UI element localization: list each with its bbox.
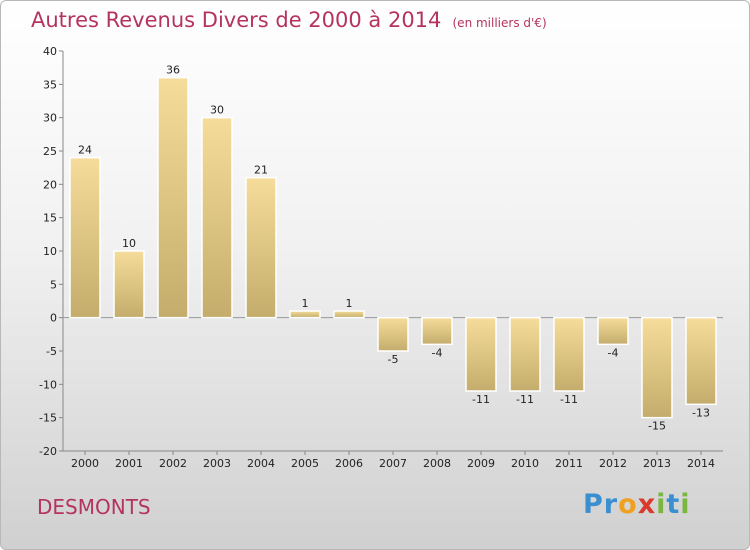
data-label: 1 bbox=[346, 297, 353, 310]
y-tick-label: 25 bbox=[43, 145, 57, 158]
data-label: 10 bbox=[122, 237, 136, 250]
logo-letter: t bbox=[666, 489, 681, 520]
data-label: 24 bbox=[78, 144, 92, 157]
y-tick-label: 0 bbox=[50, 312, 57, 325]
bar bbox=[509, 316, 541, 392]
town-name: DESMONTS bbox=[37, 495, 151, 519]
y-tick-label: 5 bbox=[50, 278, 57, 291]
bar bbox=[421, 316, 453, 346]
y-tick-label: 35 bbox=[43, 78, 57, 91]
x-tick-label: 2009 bbox=[467, 457, 495, 470]
bar bbox=[641, 316, 673, 419]
x-tick-label: 2008 bbox=[423, 457, 451, 470]
y-tick-label: -15 bbox=[39, 412, 57, 425]
logo-letter: o bbox=[618, 489, 638, 520]
bar bbox=[69, 156, 101, 319]
data-label: 1 bbox=[302, 297, 309, 310]
bar bbox=[201, 116, 233, 319]
y-tick-label: 10 bbox=[43, 245, 57, 258]
bar bbox=[553, 316, 585, 392]
bar bbox=[597, 316, 629, 346]
data-label: -5 bbox=[388, 353, 399, 366]
bar bbox=[377, 316, 409, 352]
y-tick-label: -10 bbox=[39, 378, 57, 391]
logo-letter: i bbox=[680, 489, 691, 520]
x-tick-label: 2012 bbox=[599, 457, 627, 470]
x-tick-label: 2003 bbox=[203, 457, 231, 470]
x-tick-label: 2005 bbox=[291, 457, 319, 470]
x-tick-label: 2002 bbox=[159, 457, 187, 470]
y-tick-label: -5 bbox=[46, 345, 57, 358]
logo-letter: i bbox=[656, 489, 667, 520]
x-tick-label: 2006 bbox=[335, 457, 363, 470]
logo-letter: x bbox=[637, 489, 657, 520]
x-tick-label: 2010 bbox=[511, 457, 539, 470]
data-label: -4 bbox=[608, 346, 619, 359]
data-label: -11 bbox=[516, 393, 534, 406]
chart-title: Autres Revenus Divers de 2000 à 2014 (en… bbox=[31, 8, 547, 32]
bar bbox=[157, 76, 189, 319]
x-tick-label: 2014 bbox=[687, 457, 715, 470]
logo-letter: P bbox=[583, 489, 604, 520]
logo-letter: r bbox=[603, 489, 619, 520]
proxiti-logo[interactable]: Proxiti bbox=[583, 489, 691, 520]
data-label: -13 bbox=[692, 406, 710, 419]
y-tick-label: 15 bbox=[43, 212, 57, 225]
x-tick-label: 2004 bbox=[247, 457, 275, 470]
y-tick-label: -20 bbox=[39, 445, 57, 458]
data-label: 21 bbox=[254, 164, 268, 177]
data-label: 30 bbox=[210, 104, 224, 117]
y-tick-label: 30 bbox=[43, 112, 57, 125]
x-tick-label: 2013 bbox=[643, 457, 671, 470]
chart-title-unit: (en milliers d'€) bbox=[452, 16, 547, 30]
y-tick-label: 20 bbox=[43, 178, 57, 191]
x-tick-label: 2011 bbox=[555, 457, 583, 470]
data-label: -11 bbox=[560, 393, 578, 406]
bar bbox=[289, 310, 321, 319]
bar bbox=[465, 316, 497, 392]
chart-title-main: Autres Revenus Divers de 2000 à 2014 bbox=[31, 8, 442, 32]
bar bbox=[245, 176, 277, 319]
data-label: -11 bbox=[472, 393, 490, 406]
x-tick-label: 2001 bbox=[115, 457, 143, 470]
data-label: -15 bbox=[648, 420, 666, 433]
data-label: -4 bbox=[432, 346, 443, 359]
y-tick-label: 40 bbox=[43, 45, 57, 58]
x-tick-label: 2007 bbox=[379, 457, 407, 470]
data-label: 36 bbox=[166, 64, 180, 77]
bar bbox=[113, 250, 145, 319]
bar bbox=[685, 316, 717, 406]
bar bbox=[333, 310, 365, 319]
x-tick-label: 2000 bbox=[71, 457, 99, 470]
